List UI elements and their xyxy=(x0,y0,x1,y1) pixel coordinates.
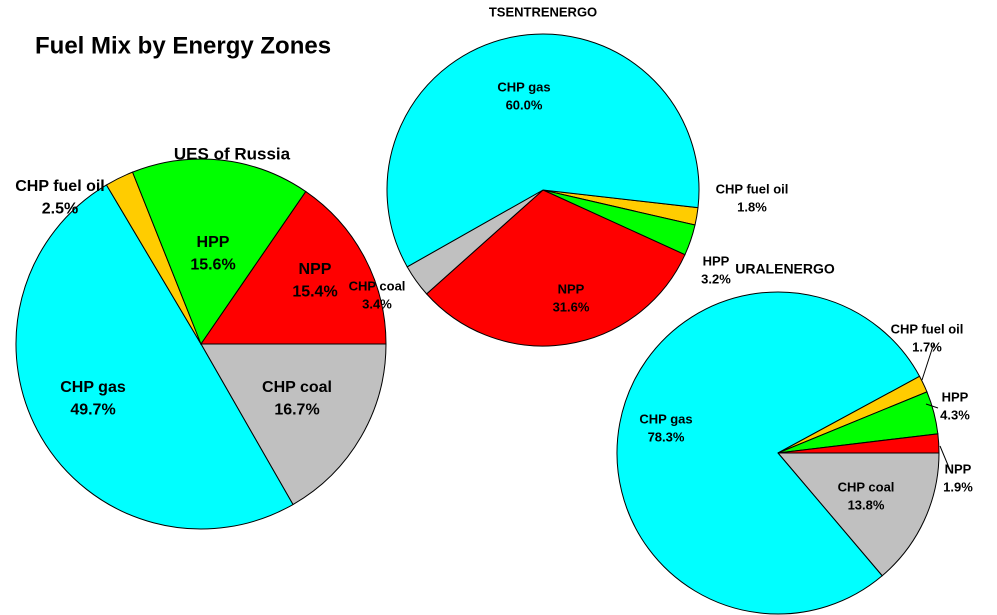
page-title: Fuel Mix by Energy Zones xyxy=(35,32,331,59)
slice-value-label: 1.7% xyxy=(912,340,942,355)
pie-slice xyxy=(777,433,940,454)
slice-label: HPP xyxy=(197,234,230,251)
pie-title: URALENERGO xyxy=(735,261,835,277)
pie-slice xyxy=(776,452,940,577)
slice-value-label: 4.3% xyxy=(940,408,970,423)
slice-value-label: 78.3% xyxy=(648,430,685,445)
slice-label: NPP xyxy=(945,461,972,476)
pie-slice xyxy=(616,291,921,615)
slice-label: CHP coal xyxy=(262,379,332,396)
pie-title: UES of Russia xyxy=(174,144,291,163)
slice-value-label: 1.8% xyxy=(737,200,767,215)
pie-slice xyxy=(386,33,700,268)
slice-value-label: 1.9% xyxy=(943,480,973,495)
pie-slice xyxy=(15,184,294,530)
slice-value-label: 60.0% xyxy=(506,98,543,113)
slice-label: CHP coal xyxy=(838,479,895,494)
pie-title: TSENTRENERGO xyxy=(489,4,597,19)
slice-label: NPP xyxy=(558,281,585,296)
slice-value-label: 15.6% xyxy=(190,257,235,274)
slice-label: HPP xyxy=(942,389,969,404)
pie-slice xyxy=(200,343,387,506)
pie-slice xyxy=(131,158,307,346)
pie-slice xyxy=(200,190,387,345)
slice-value-label: 31.6% xyxy=(553,300,590,315)
slice-label: CHP fuel oil xyxy=(891,321,964,336)
slice-value-label: 3.2% xyxy=(701,272,731,287)
slice-label: CHP gas xyxy=(60,379,126,396)
slice-value-label: 13.8% xyxy=(848,498,885,513)
slice-label: NPP xyxy=(299,261,332,278)
slice-label: CHP gas xyxy=(497,79,550,94)
slice-value-label: 3.4% xyxy=(362,297,392,312)
leader-line xyxy=(921,342,935,381)
leader-line xyxy=(925,403,939,409)
slice-value-label: 49.7% xyxy=(70,402,115,419)
slice-label: CHP fuel oil xyxy=(15,178,105,195)
pie-slice xyxy=(425,189,686,347)
leader-line xyxy=(939,445,951,471)
slice-label: HPP xyxy=(703,253,730,268)
slice-value-label: 15.4% xyxy=(292,284,337,301)
slice-label: CHP fuel oil xyxy=(716,181,789,196)
slice-value-label: 2.5% xyxy=(42,201,78,218)
slice-label: CHP gas xyxy=(639,411,692,426)
slice-label: CHP coal xyxy=(349,278,406,293)
slice-value-label: 16.7% xyxy=(274,402,319,419)
